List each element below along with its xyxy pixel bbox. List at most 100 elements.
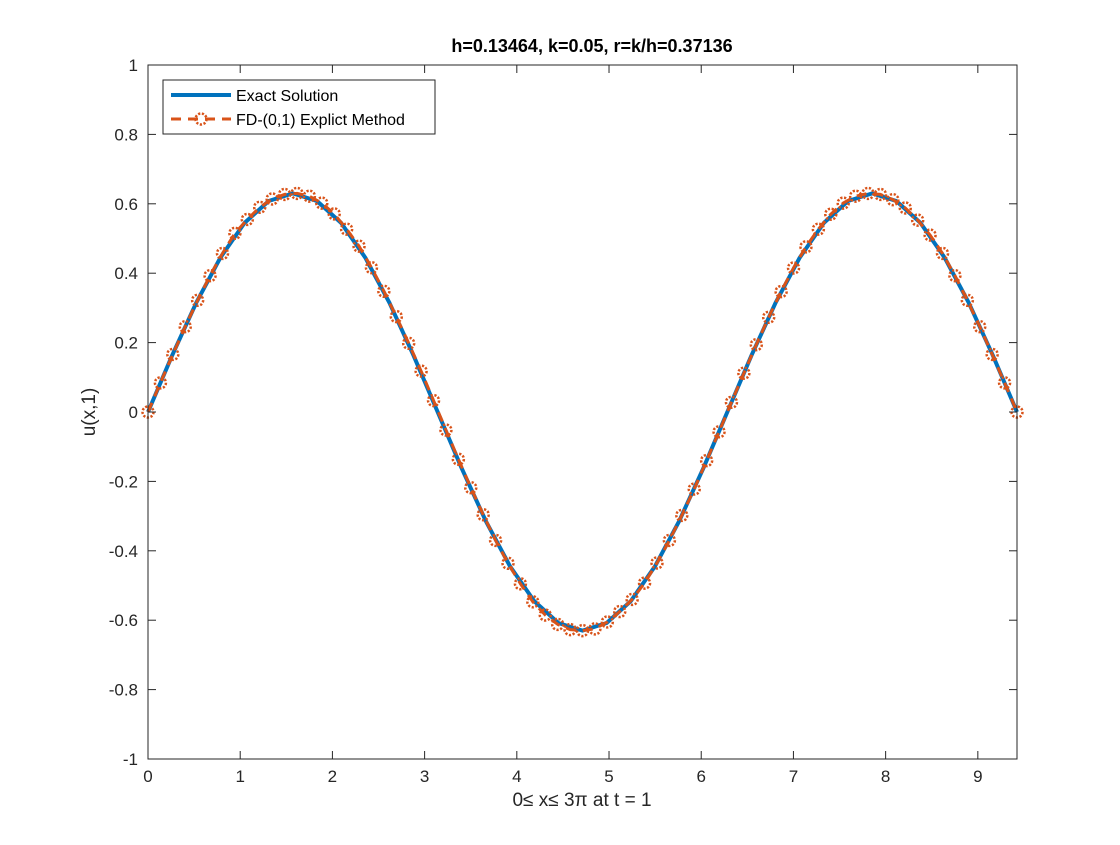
- data-point: [265, 192, 279, 206]
- data-point: [315, 196, 329, 210]
- data-point: [799, 240, 813, 254]
- series-layer: [141, 186, 1024, 638]
- legend: Exact Solution FD-(0,1) Explict Method: [162, 79, 436, 135]
- data-point: [190, 293, 205, 308]
- data-point: [352, 239, 366, 253]
- legend-label: FD-(0,1) Explict Method: [236, 112, 405, 129]
- x-axis: 0 1 2 3 4 5 6 7 8 9: [143, 65, 983, 786]
- data-point: [215, 246, 230, 261]
- data-point: [898, 201, 913, 215]
- data-point: [166, 347, 180, 362]
- y-tick-label: 0.8: [114, 125, 138, 144]
- y-tick-label: 1: [129, 56, 138, 75]
- data-point: [513, 577, 528, 591]
- data-point: [675, 508, 689, 523]
- data-point: [240, 212, 255, 227]
- data-point: [786, 261, 801, 275]
- data-point: [997, 376, 1012, 390]
- y-tick-label: -0.8: [109, 681, 138, 700]
- data-point: [985, 347, 999, 362]
- x-tick-label: 4: [512, 767, 521, 786]
- data-point: [774, 284, 788, 299]
- data-point: [439, 423, 453, 437]
- series-line-1: [146, 191, 1019, 633]
- data-point: [389, 309, 404, 324]
- y-tick-label: 0: [129, 403, 138, 422]
- data-point: [612, 604, 627, 619]
- data-point: [724, 395, 739, 410]
- data-point: [600, 615, 615, 629]
- y-tick-label: -0.6: [109, 611, 138, 630]
- x-tick-label: 0: [143, 767, 152, 786]
- data-point: [302, 189, 317, 203]
- data-point: [923, 228, 937, 242]
- plot-area: [148, 65, 1017, 759]
- y-axis: -1 -0.8 -0.6 -0.4 -0.2 0 0.2 0.4 0.6 0.8 1: [109, 56, 1017, 769]
- data-point: [650, 556, 664, 570]
- data-point: [575, 623, 590, 638]
- data-point: [203, 268, 217, 283]
- chart-title: h=0.13464, k=0.05, r=k/h=0.37136: [451, 36, 732, 56]
- x-tick-label: 9: [973, 767, 982, 786]
- data-point: [550, 617, 565, 632]
- data-point: [662, 533, 677, 548]
- data-point: [178, 319, 192, 334]
- y-tick-label: -0.4: [109, 542, 138, 561]
- data-point: [948, 268, 962, 283]
- data-point: [414, 364, 428, 378]
- data-point: [252, 200, 267, 215]
- y-axis-label: u(x,1): [79, 388, 100, 437]
- data-point: [401, 336, 416, 351]
- y-tick-label: 0.6: [114, 195, 138, 214]
- x-tick-label: 5: [604, 767, 613, 786]
- data-point: [935, 246, 950, 261]
- y-tick-label: -1: [123, 750, 138, 769]
- data-point: [563, 622, 577, 637]
- data-point: [377, 284, 391, 298]
- data-point: [476, 507, 490, 522]
- legend-label: Exact Solution: [236, 88, 338, 105]
- data-point: [761, 310, 776, 325]
- data-point: [153, 376, 168, 390]
- data-point: [861, 186, 875, 201]
- data-point: [836, 196, 850, 210]
- data-point: [327, 207, 341, 221]
- data-point: [538, 608, 553, 622]
- data-point: [228, 226, 242, 241]
- data-point: [488, 533, 503, 548]
- x-tick-label: 3: [420, 767, 429, 786]
- data-point: [712, 425, 726, 439]
- data-point: [749, 337, 764, 352]
- data-point: [848, 189, 863, 203]
- data-point: [526, 595, 540, 609]
- x-axis-label: 0≤ x≤ 3π at t = 1: [512, 790, 651, 811]
- data-point: [464, 480, 478, 495]
- data-point: [290, 186, 304, 201]
- x-tick-label: 7: [789, 767, 798, 786]
- data-point: [910, 213, 925, 227]
- y-tick-label: 0.2: [114, 334, 138, 353]
- legend-marker: [194, 112, 208, 126]
- data-point: [588, 622, 602, 636]
- data-point: [501, 556, 515, 571]
- data-point: [886, 192, 900, 207]
- data-point: [973, 319, 987, 334]
- x-tick-label: 2: [328, 767, 337, 786]
- data-point: [277, 187, 292, 202]
- y-tick-label: 0.4: [114, 264, 138, 283]
- data-point: [737, 366, 751, 380]
- data-point: [426, 393, 441, 408]
- data-point: [339, 222, 354, 236]
- data-point: [364, 260, 379, 275]
- data-point: [960, 293, 975, 308]
- x-tick-label: 1: [235, 767, 244, 786]
- x-tick-label: 6: [696, 767, 705, 786]
- data-point: [811, 222, 826, 236]
- data-point: [687, 482, 701, 496]
- data-point: [637, 576, 652, 590]
- data-point: [873, 187, 888, 202]
- y-tick-label: -0.2: [109, 472, 138, 491]
- data-point: [824, 207, 838, 221]
